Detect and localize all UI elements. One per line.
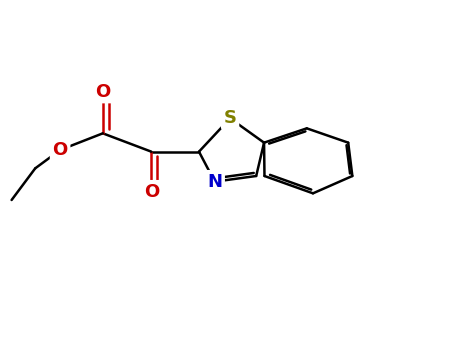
Text: O: O: [143, 183, 159, 201]
Text: S: S: [223, 109, 236, 127]
Text: N: N: [207, 173, 222, 191]
Text: O: O: [95, 83, 110, 101]
Text: O: O: [52, 141, 68, 159]
